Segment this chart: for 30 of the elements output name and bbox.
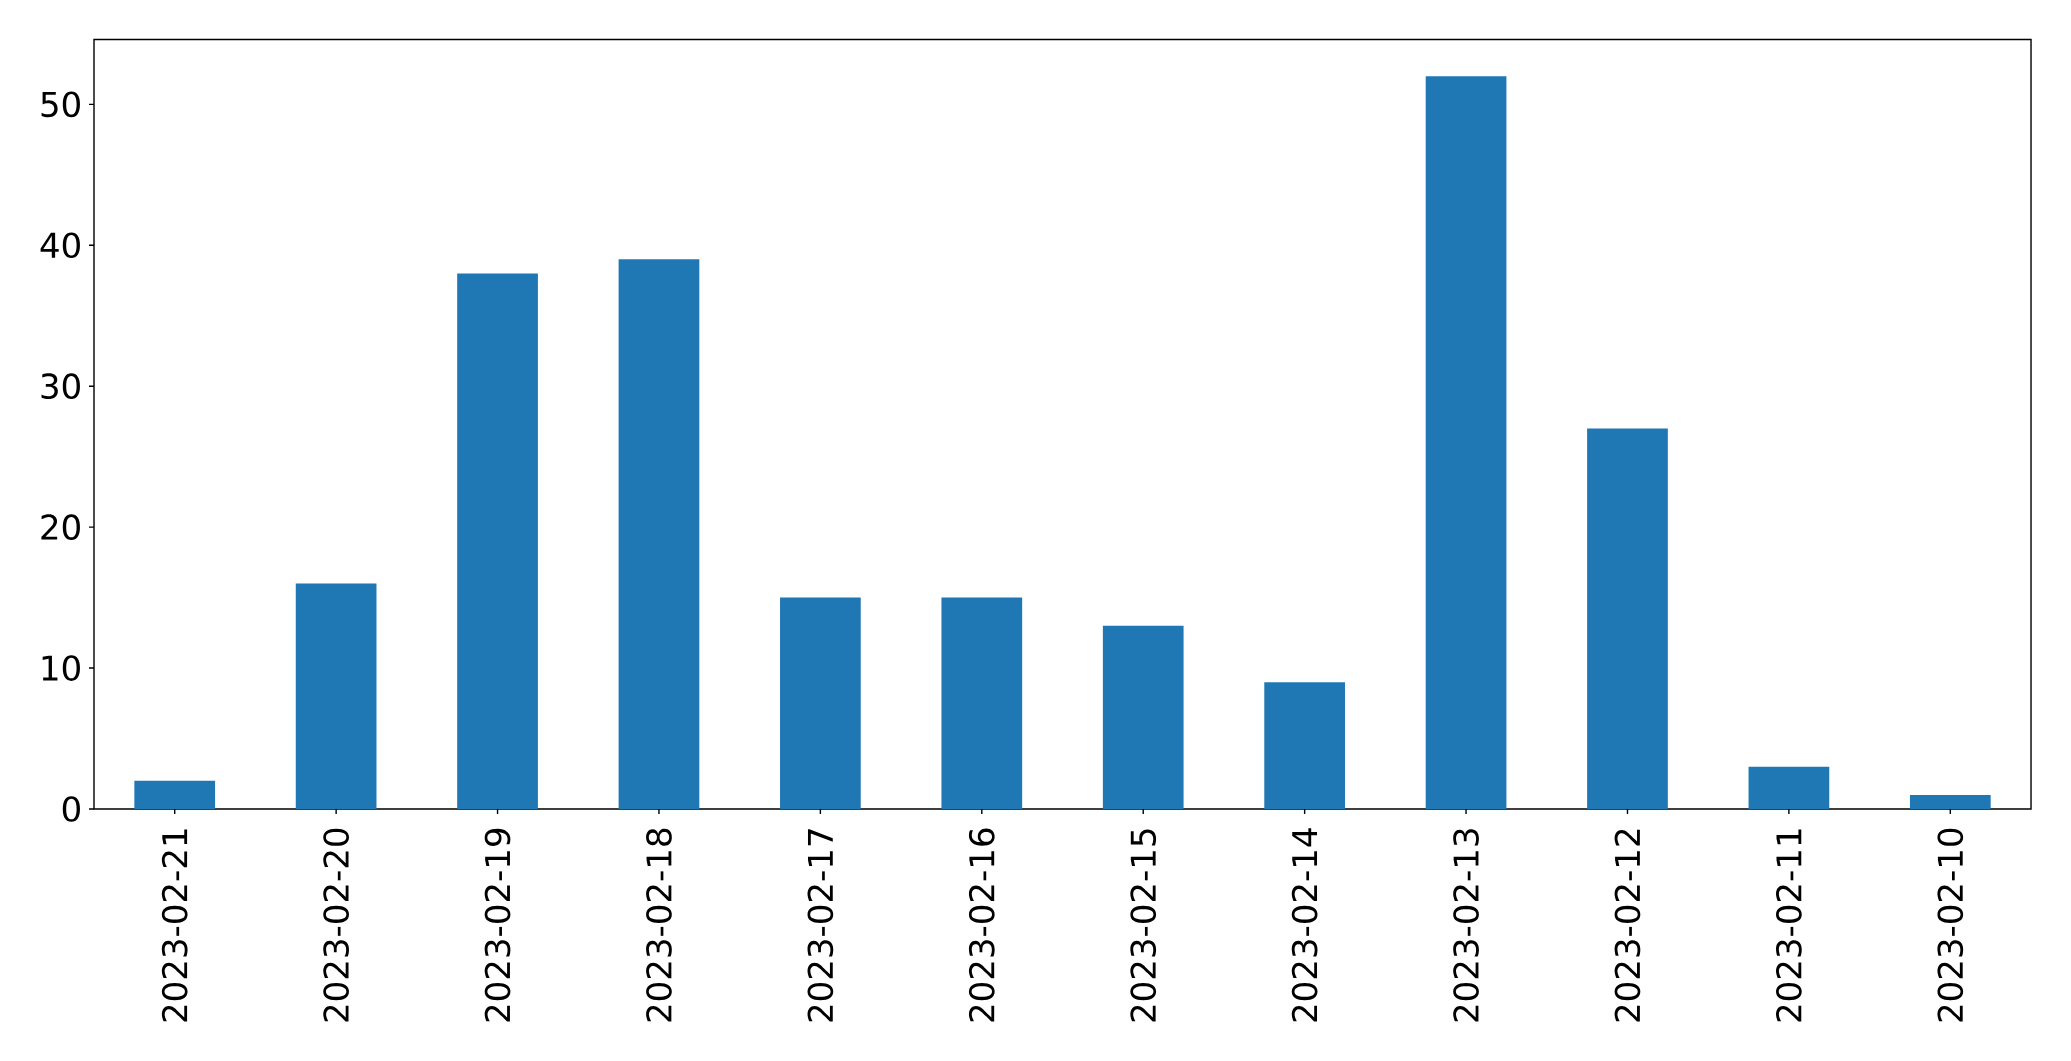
- x-tick-label: 2023-02-12: [1614, 829, 1641, 1022]
- x-tick-label: 2023-02-20: [323, 828, 349, 1022]
- x-tick-label: 2023-02-14: [1291, 828, 1318, 1022]
- bar: [457, 273, 538, 809]
- x-tick-label: 2023-02-13: [1453, 829, 1479, 1022]
- x-tick-label: 2023-02-16: [968, 828, 995, 1022]
- bar: [618, 259, 700, 809]
- bar: [941, 597, 1023, 809]
- x-tick-label: 2023-02-17: [807, 829, 834, 1022]
- x-tick-label: 2023-02-18: [646, 828, 672, 1022]
- y-tick-label: 50: [41, 91, 80, 118]
- bar: [780, 597, 861, 809]
- bar: [134, 780, 216, 809]
- x-tick-label: 2023-02-19: [484, 828, 511, 1022]
- x-tick-label: 2023-02-21: [161, 829, 188, 1022]
- bar: [295, 583, 377, 809]
- x-tick-label: 2023-02-11: [1776, 829, 1802, 1022]
- y-tick-label: 30: [41, 373, 80, 400]
- bar: [1102, 625, 1184, 809]
- y-tick-label: 0: [62, 796, 80, 822]
- bar: [1909, 794, 1991, 809]
- bar: [1748, 766, 1830, 809]
- bar: [1587, 428, 1668, 809]
- y-tick-label: 20: [41, 514, 80, 540]
- y-tick-label: 40: [40, 232, 80, 259]
- bar: [1425, 76, 1507, 809]
- bar: [1264, 682, 1345, 809]
- y-tick-label: 10: [42, 655, 80, 681]
- x-tick-label: 2023-02-10: [1937, 828, 1964, 1022]
- x-tick-label: 2023-02-15: [1130, 829, 1157, 1022]
